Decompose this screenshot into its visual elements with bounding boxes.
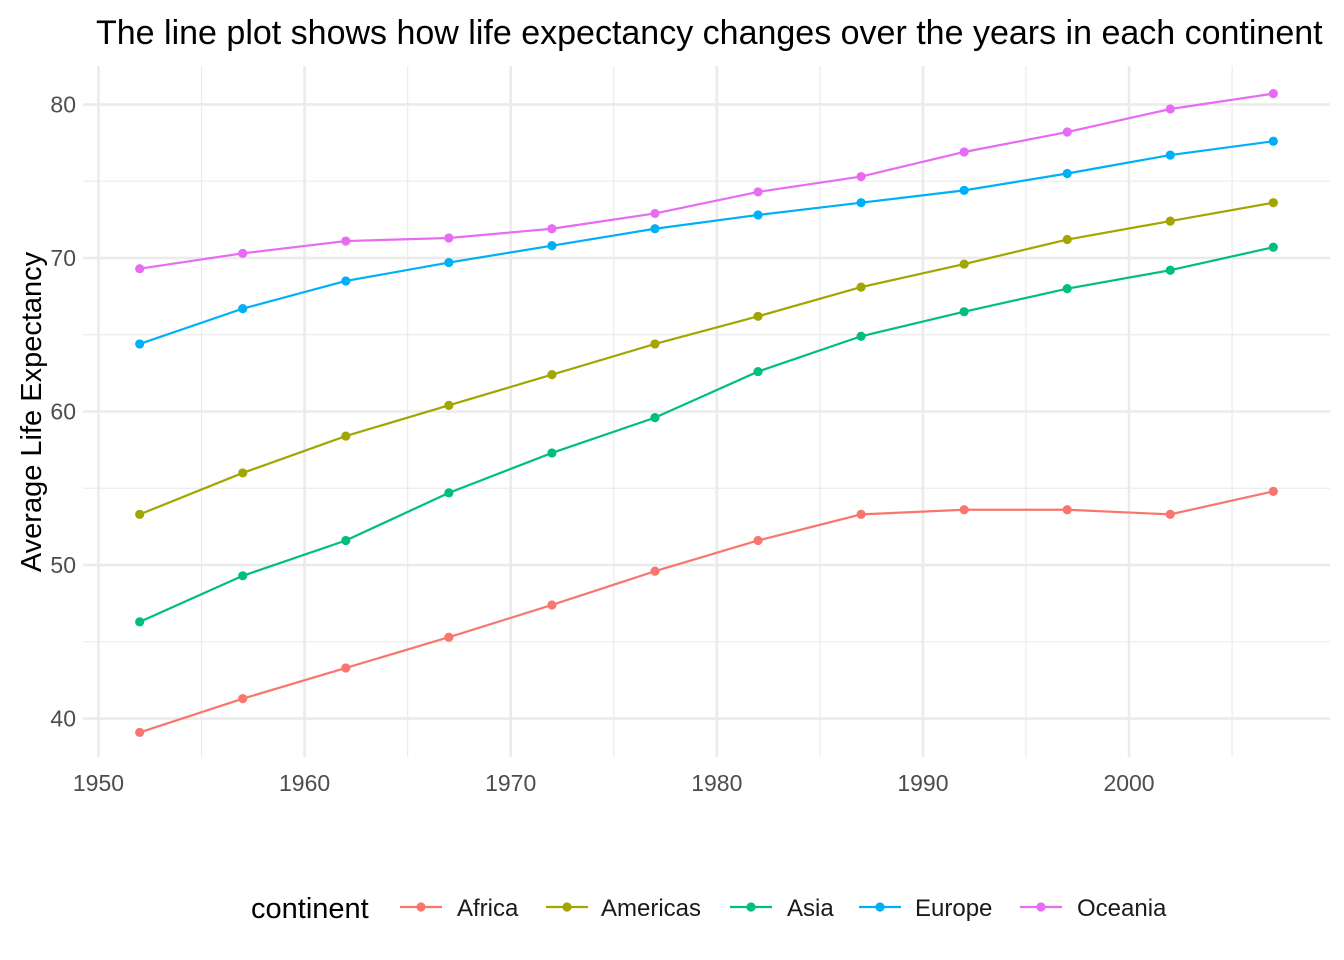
x-tick-label: 1950 — [73, 770, 124, 796]
legend-label-africa: Africa — [457, 895, 519, 922]
chart-title: The line plot shows how life expectancy … — [96, 14, 1323, 52]
legend-title: continent — [251, 893, 369, 925]
plot-area: 1950 1960 1970 1980 1990 2000 40 50 60 70 80 — [50, 66, 1330, 796]
data-point-americas — [650, 339, 660, 349]
data-point-asia — [1062, 284, 1072, 294]
data-point-oceania — [238, 248, 248, 258]
data-point-asia — [135, 617, 145, 627]
data-point-africa — [135, 727, 145, 738]
data-point-africa — [1062, 505, 1072, 515]
data-point-americas — [444, 400, 454, 410]
data-point-asia — [1165, 265, 1175, 275]
x-tick-label: 1990 — [897, 770, 948, 796]
series-line-africa — [139, 490, 1274, 734]
y-tick-label: 40 — [50, 706, 76, 732]
data-point-africa — [547, 600, 557, 610]
data-point-asia — [1268, 242, 1278, 252]
data-point-africa — [238, 694, 248, 704]
series-line-oceania — [139, 92, 1274, 270]
data-point-americas — [959, 259, 969, 269]
data-point-africa — [341, 663, 351, 673]
data-point-americas — [135, 509, 145, 519]
legend-label-americas: Americas — [601, 895, 701, 922]
data-point-americas — [1062, 234, 1072, 245]
data-point-asia — [547, 448, 557, 458]
data-point-oceania — [135, 264, 145, 274]
data-point-africa — [753, 535, 763, 546]
data-point-africa — [650, 566, 660, 576]
legend-key-point — [562, 902, 572, 912]
y-tick-label: 80 — [50, 91, 76, 117]
legend-key-point — [1036, 902, 1046, 912]
data-point-americas — [1268, 198, 1278, 208]
y-tick-label: 70 — [50, 245, 76, 271]
data-point-oceania — [444, 233, 454, 243]
data-point-oceania — [1165, 104, 1175, 114]
data-point-europe — [444, 257, 454, 268]
data-point-europe — [1062, 168, 1072, 179]
x-tick-label: 1980 — [691, 770, 742, 796]
data-point-oceania — [753, 187, 763, 197]
data-point-europe — [135, 339, 145, 349]
data-point-oceania — [650, 208, 660, 219]
legend: continent Africa Americas Asia Europe Oceani… — [251, 893, 1167, 925]
data-point-asia — [959, 307, 969, 317]
series-line-americas — [139, 201, 1274, 516]
data-point-europe — [959, 185, 969, 195]
x-tick-label: 2000 — [1103, 770, 1154, 796]
y-tick-label: 50 — [50, 552, 76, 578]
data-point-oceania — [856, 171, 866, 182]
x-tick-label: 1960 — [279, 770, 330, 796]
data-point-asia — [444, 488, 454, 498]
series-line-asia — [139, 246, 1274, 623]
y-tick-label: 60 — [50, 399, 76, 425]
data-point-americas — [547, 370, 557, 380]
y-axis-label: Average Life Expectancy — [16, 251, 48, 572]
data-point-africa — [1165, 509, 1175, 519]
data-point-asia — [753, 366, 763, 377]
data-point-asia — [650, 413, 660, 423]
data-point-americas — [238, 468, 248, 478]
data-point-europe — [1165, 150, 1175, 160]
data-point-americas — [341, 431, 351, 441]
legend-label-oceania: Oceania — [1077, 895, 1167, 922]
data-point-oceania — [341, 236, 351, 246]
data-point-europe — [1268, 136, 1278, 146]
data-point-europe — [547, 241, 557, 251]
data-point-europe — [238, 304, 248, 314]
data-point-europe — [753, 210, 763, 220]
data-point-asia — [238, 571, 248, 581]
data-point-americas — [753, 311, 763, 321]
data-point-oceania — [959, 147, 969, 157]
x-tick-label: 1970 — [485, 770, 536, 796]
data-point-europe — [341, 276, 351, 286]
data-point-americas — [1165, 216, 1175, 226]
data-point-americas — [856, 282, 866, 292]
legend-label-europe: Europe — [915, 895, 992, 922]
legend-key-point — [416, 902, 426, 912]
legend-key-point — [746, 902, 756, 912]
legend-key-point — [875, 902, 885, 912]
data-point-oceania — [1062, 127, 1072, 137]
data-point-asia — [856, 331, 866, 341]
data-point-europe — [650, 224, 660, 234]
data-point-africa — [856, 509, 866, 519]
data-point-europe — [856, 198, 866, 208]
data-point-oceania — [1268, 89, 1278, 99]
data-point-africa — [1268, 486, 1278, 496]
data-point-asia — [341, 535, 351, 546]
data-point-africa — [959, 505, 969, 515]
data-point-oceania — [547, 224, 557, 234]
series-line-europe — [139, 140, 1274, 345]
data-point-africa — [444, 632, 454, 642]
legend-label-asia: Asia — [787, 895, 834, 922]
